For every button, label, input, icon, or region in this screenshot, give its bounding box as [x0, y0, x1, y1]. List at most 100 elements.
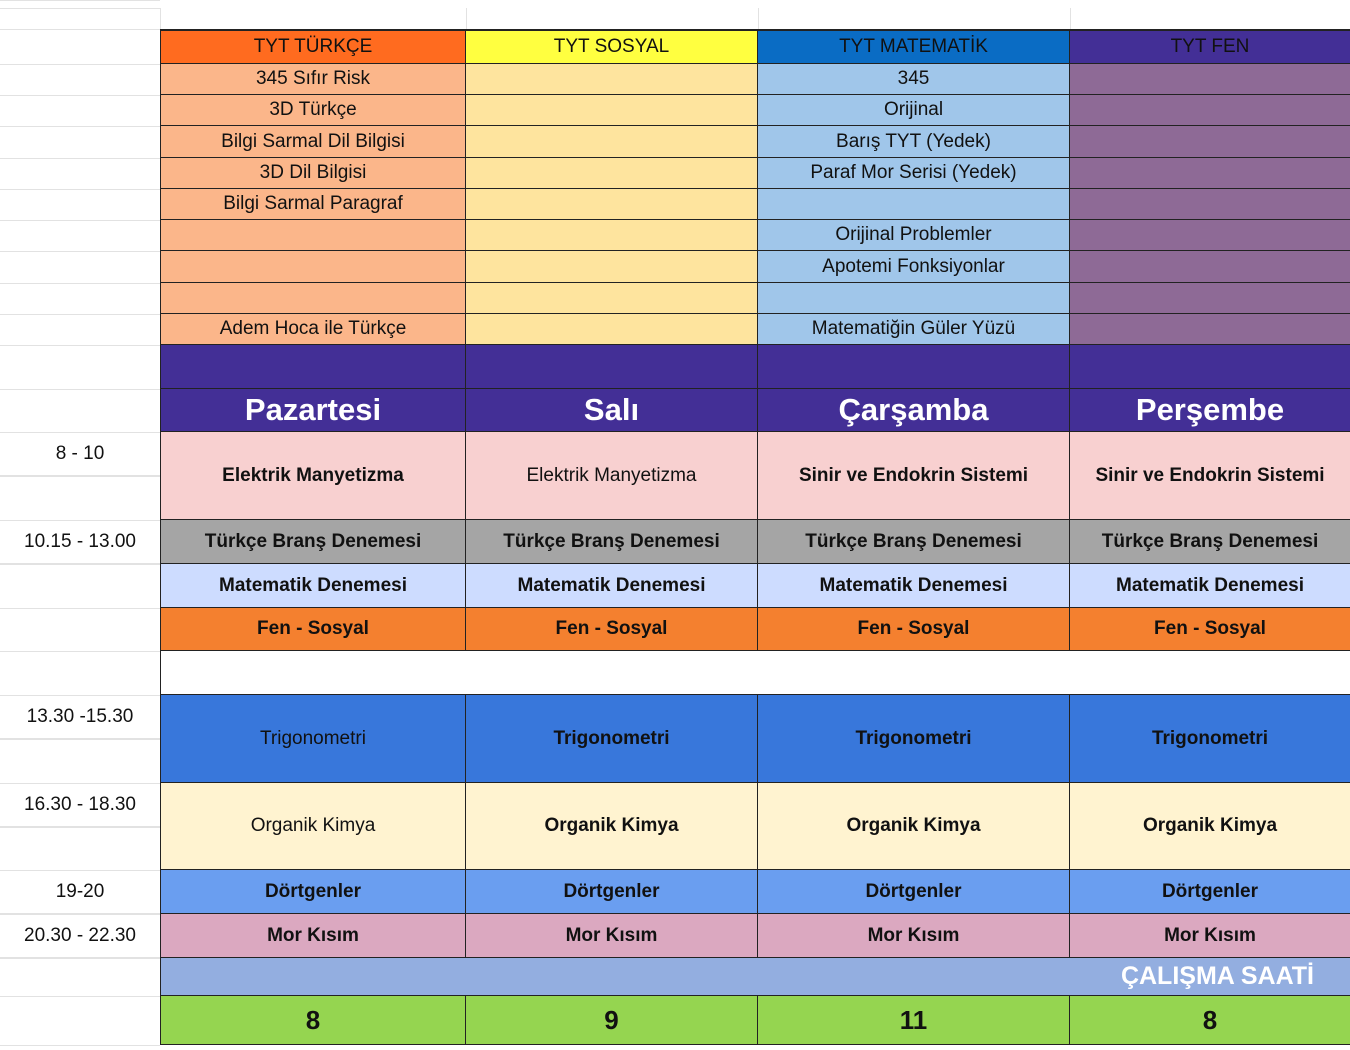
resource-cell[interactable]: [1070, 314, 1350, 345]
row-gridline: [0, 8, 160, 9]
row-gridline: [0, 476, 160, 477]
schedule-cell[interactable]: Elektrik Manyetizma: [466, 432, 758, 520]
schedule-cell[interactable]: Trigonometri: [466, 695, 758, 783]
schedule-cell[interactable]: Fen - Sosyal: [466, 608, 758, 651]
time-label: 10.15 - 13.00: [0, 520, 160, 564]
schedule-cell[interactable]: Organik Kimya: [1070, 783, 1350, 870]
schedule-cell[interactable]: Dörtgenler: [160, 870, 466, 914]
row-gridline: [0, 1045, 160, 1046]
resource-cell[interactable]: Paraf Mor Serisi (Yedek): [758, 158, 1070, 189]
day-header[interactable]: Salı: [466, 389, 758, 432]
schedule-cell[interactable]: Matematik Denemesi: [1070, 564, 1350, 608]
schedule-cell[interactable]: Türkçe Branş Denemesi: [1070, 520, 1350, 564]
schedule-cell[interactable]: Trigonometri: [758, 695, 1070, 783]
blank-cell[interactable]: [160, 345, 466, 389]
study-hours-value[interactable]: 8: [1070, 996, 1350, 1045]
resource-cell[interactable]: [1070, 283, 1350, 314]
resource-cell[interactable]: [160, 251, 466, 283]
resource-cell[interactable]: Orijinal Problemler: [758, 220, 1070, 251]
row-gridline: [0, 870, 160, 871]
resource-cell[interactable]: [1070, 64, 1350, 95]
resource-cell[interactable]: Barış TYT (Yedek): [758, 126, 1070, 158]
resource-cell[interactable]: [160, 283, 466, 314]
schedule-cell[interactable]: Trigonometri: [1070, 695, 1350, 783]
row-gridline: [0, 389, 160, 390]
resource-cell[interactable]: [466, 95, 758, 126]
resource-cell[interactable]: Adem Hoca ile Türkçe: [160, 314, 466, 345]
row-gridline: [0, 283, 160, 284]
schedule-cell[interactable]: Dörtgenler: [466, 870, 758, 914]
col-gridline: [160, 8, 161, 29]
schedule-cell[interactable]: Dörtgenler: [1070, 870, 1350, 914]
resource-cell[interactable]: [1070, 251, 1350, 283]
resource-cell[interactable]: [1070, 220, 1350, 251]
subject-header[interactable]: TYT FEN: [1070, 29, 1350, 64]
resource-cell[interactable]: 345 Sıfır Risk: [160, 64, 466, 95]
resource-cell[interactable]: [466, 158, 758, 189]
schedule-cell[interactable]: Organik Kimya: [466, 783, 758, 870]
resource-cell[interactable]: Bilgi Sarmal Paragraf: [160, 189, 466, 220]
schedule-cell[interactable]: Fen - Sosyal: [758, 608, 1070, 651]
subject-header[interactable]: TYT MATEMATİK: [758, 29, 1070, 64]
subject-header[interactable]: TYT TÜRKÇE: [160, 29, 466, 64]
resource-cell[interactable]: [1070, 158, 1350, 189]
day-header[interactable]: Perşembe: [1070, 389, 1350, 432]
resource-cell[interactable]: [1070, 126, 1350, 158]
schedule-cell[interactable]: Fen - Sosyal: [160, 608, 466, 651]
resource-cell[interactable]: [466, 64, 758, 95]
resource-cell[interactable]: [466, 314, 758, 345]
row-gridline: [0, 126, 160, 127]
study-hours-value[interactable]: 8: [160, 996, 466, 1045]
resource-cell[interactable]: Bilgi Sarmal Dil Bilgisi: [160, 126, 466, 158]
resource-cell[interactable]: [1070, 95, 1350, 126]
schedule-cell[interactable]: Matematik Denemesi: [160, 564, 466, 608]
row-gridline: [0, 220, 160, 221]
resource-cell[interactable]: [758, 189, 1070, 220]
resource-cell[interactable]: [160, 220, 466, 251]
blank-cell[interactable]: [466, 345, 758, 389]
schedule-cell[interactable]: Organik Kimya: [758, 783, 1070, 870]
schedule-cell[interactable]: Elektrik Manyetizma: [160, 432, 466, 520]
schedule-cell[interactable]: Mor Kısım: [1070, 914, 1350, 958]
resource-cell[interactable]: [466, 220, 758, 251]
row-gridline: [0, 827, 160, 828]
schedule-cell[interactable]: Matematik Denemesi: [758, 564, 1070, 608]
schedule-cell[interactable]: Fen - Sosyal: [1070, 608, 1350, 651]
row-gridline: [0, 739, 160, 740]
schedule-cell[interactable]: Sinir ve Endokrin Sistemi: [758, 432, 1070, 520]
schedule-cell[interactable]: Mor Kısım: [758, 914, 1070, 958]
resource-cell[interactable]: [466, 283, 758, 314]
blank-cell[interactable]: [758, 345, 1070, 389]
resource-cell[interactable]: 3D Dil Bilgisi: [160, 158, 466, 189]
resource-cell[interactable]: Matematiğin Güler Yüzü: [758, 314, 1070, 345]
resource-cell[interactable]: [1070, 189, 1350, 220]
row-gridline: [0, 189, 160, 190]
subject-header[interactable]: TYT SOSYAL: [466, 29, 758, 64]
schedule-cell[interactable]: Türkçe Branş Denemesi: [466, 520, 758, 564]
row-gridline: [0, 564, 160, 565]
schedule-cell[interactable]: Türkçe Branş Denemesi: [758, 520, 1070, 564]
resource-cell[interactable]: Orijinal: [758, 95, 1070, 126]
resource-cell[interactable]: [466, 251, 758, 283]
study-hours-value[interactable]: 11: [758, 996, 1070, 1045]
resource-cell[interactable]: 3D Türkçe: [160, 95, 466, 126]
row-gridline: [0, 158, 160, 159]
resource-cell[interactable]: [466, 189, 758, 220]
schedule-cell[interactable]: Mor Kısım: [160, 914, 466, 958]
schedule-cell[interactable]: Sinir ve Endokrin Sistemi: [1070, 432, 1350, 520]
day-header[interactable]: Çarşamba: [758, 389, 1070, 432]
schedule-cell[interactable]: Türkçe Branş Denemesi: [160, 520, 466, 564]
resource-cell[interactable]: [758, 283, 1070, 314]
resource-cell[interactable]: Apotemi Fonksiyonlar: [758, 251, 1070, 283]
schedule-cell[interactable]: Matematik Denemesi: [466, 564, 758, 608]
study-hours-title: ÇALIŞMA SAATİ: [1120, 962, 1314, 990]
study-hours-value[interactable]: 9: [466, 996, 758, 1045]
schedule-cell[interactable]: Trigonometri: [160, 695, 466, 783]
resource-cell[interactable]: [466, 126, 758, 158]
blank-cell[interactable]: [1070, 345, 1350, 389]
day-header[interactable]: Pazartesi: [160, 389, 466, 432]
schedule-cell[interactable]: Mor Kısım: [466, 914, 758, 958]
resource-cell[interactable]: 345: [758, 64, 1070, 95]
schedule-cell[interactable]: Organik Kimya: [160, 783, 466, 870]
schedule-cell[interactable]: Dörtgenler: [758, 870, 1070, 914]
